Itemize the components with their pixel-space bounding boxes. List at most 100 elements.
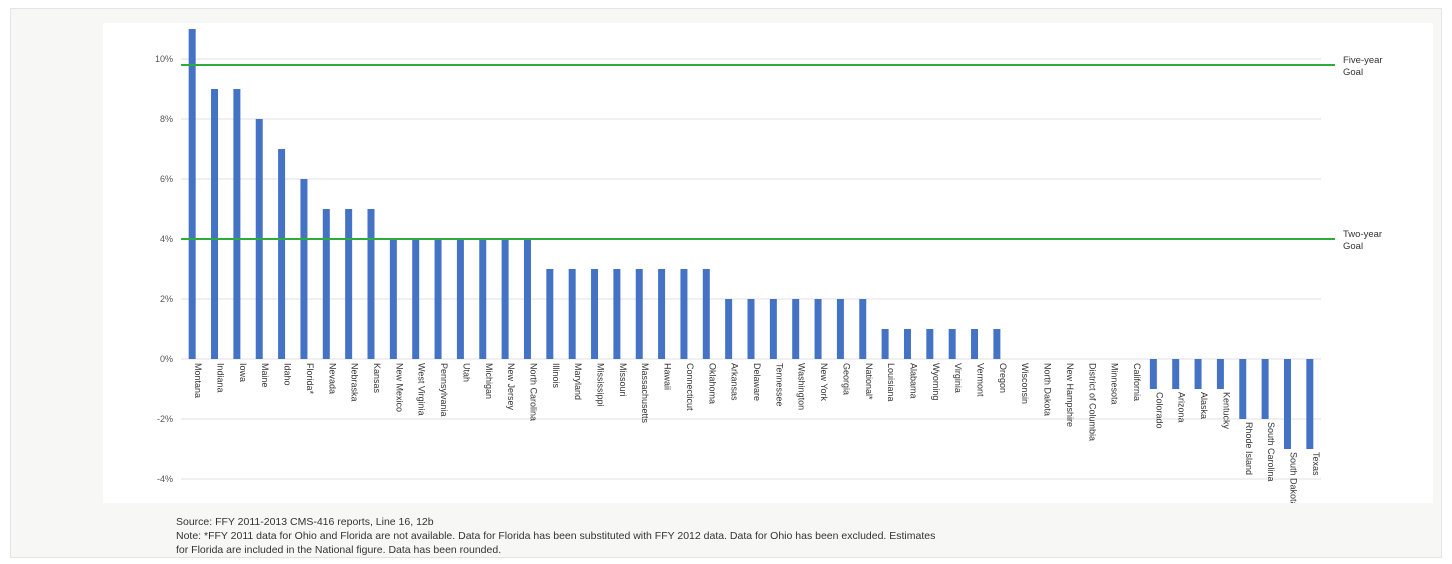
bar [1306,359,1314,449]
bar [367,209,375,359]
bar [1172,359,1180,389]
bar [546,269,554,359]
x-tick-label: South Carolina [1266,422,1276,482]
source-note: Source: FFY 2011-2013 CMS-416 reports, L… [176,516,434,528]
bar [836,299,844,359]
goal-label: Two-year [1343,229,1382,240]
bar [188,29,196,359]
bar [1283,359,1291,449]
x-tick-label: New Hampshire [1065,363,1075,427]
x-tick-label: Tennessee [774,363,784,407]
bar [769,299,777,359]
bar [903,329,911,359]
bar-chart: -4% -2% 0% 2% 4% 6% 8% 10% Montana Indiana Iowa Mai… [155,29,1383,503]
x-tick-label: Massachusetts [640,363,650,424]
bar [501,239,509,359]
y-tick-label: 10% [155,54,173,64]
bar [814,299,822,359]
x-tick-label: North Dakota [1043,363,1053,416]
x-tick-label: Colorado [1154,392,1164,429]
x-tick-label: Virginia [953,363,963,393]
bar [434,239,442,359]
y-tick-label: 2% [160,294,173,304]
x-tick-label: Arizona [1177,392,1187,423]
x-tick-label: Alaska [1199,392,1209,419]
x-tick-label: Maine [260,363,270,388]
bar [412,239,420,359]
x-tick-label: New Mexico [394,363,404,412]
x-tick-label: Pennsylvania [439,363,449,417]
y-tick-label: -4% [157,474,173,484]
bar [859,299,867,359]
bar [568,269,576,359]
x-tick-label: Arkansas [730,363,740,401]
x-tick-label: Georgia [841,363,851,395]
goal-label: Goal [1343,67,1363,78]
x-tick-label: Hawaii [663,363,673,390]
x-tick-label: Kentucky [1221,392,1231,430]
bar [993,329,1001,359]
x-tick-label: Missouri [618,363,628,397]
x-tick-label: Florida* [305,363,315,395]
x-tick-label: Texas [1311,452,1321,476]
x-tick-label: Oregon [998,363,1008,393]
bar [792,299,800,359]
bar [479,239,487,359]
bar [1149,359,1157,389]
x-tick-label: District of Columbia [1087,363,1097,441]
goal-label: Five-year [1343,55,1383,66]
x-tick-label: Delaware [752,363,762,401]
bar [658,269,666,359]
y-tick-label: 4% [160,234,173,244]
x-tick-label: Rhode Island [1244,422,1254,475]
bar [211,89,219,359]
x-tick-label: Utah [461,363,471,382]
x-tick-label: Kansas [372,363,382,394]
x-tick-label: Alabama [908,363,918,399]
x-tick-label: New York [819,363,829,402]
x-tick-label: California [1132,363,1142,401]
x-tick-label: Montana [193,363,203,398]
bar [1261,359,1269,419]
x-tick-label: Iowa [238,363,248,382]
x-tick-label: Idaho [283,363,293,386]
chart-notes: Source: FFY 2011-2013 CMS-416 reports, L… [176,515,1376,557]
bar [725,299,733,359]
x-tick-label: Maryland [573,363,583,400]
x-tick-label: Nevada [327,363,337,394]
bar [747,299,755,359]
x-tick-label: Nebraska [350,363,360,402]
y-tick-label: 0% [160,354,173,364]
bar [456,239,464,359]
bar [971,329,979,359]
x-tick-label: West Virginia [417,363,427,416]
bar [613,269,621,359]
x-tick-label: Wisconsin [1020,363,1030,404]
bar [300,179,308,359]
bar [881,329,889,359]
y-tick-label: -2% [157,414,173,424]
x-tick-label: North Carolina [528,363,538,421]
chart-panel: -4% -2% 0% 2% 4% 6% 8% 10% Montana Indiana Iowa Mai… [10,8,1442,558]
x-tick-label: South Dakota [1288,452,1298,503]
bar [389,239,397,359]
x-tick-label: Michigan [484,363,494,399]
x-tick-label: Washington [797,363,807,410]
x-tick-label: Mississippi [596,363,606,407]
x-tick-label: New Jersey [506,363,516,411]
bar [1239,359,1247,419]
x-tick-label: Wyoming [931,363,941,400]
bar [1194,359,1202,389]
bar [1216,359,1224,389]
x-tick-label: Connecticut [685,363,695,411]
x-tick-label: National* [864,363,874,400]
x-tick-label: Louisiana [886,363,896,402]
bar [523,239,531,359]
goal-label: Goal [1343,241,1363,252]
bar [322,209,330,359]
x-tick-label: Vermont [976,363,986,397]
x-tick-label: Oklahoma [707,363,717,404]
bar [233,89,241,359]
chart-area: -4% -2% 0% 2% 4% 6% 8% 10% Montana Indiana Iowa Mai… [103,23,1433,503]
